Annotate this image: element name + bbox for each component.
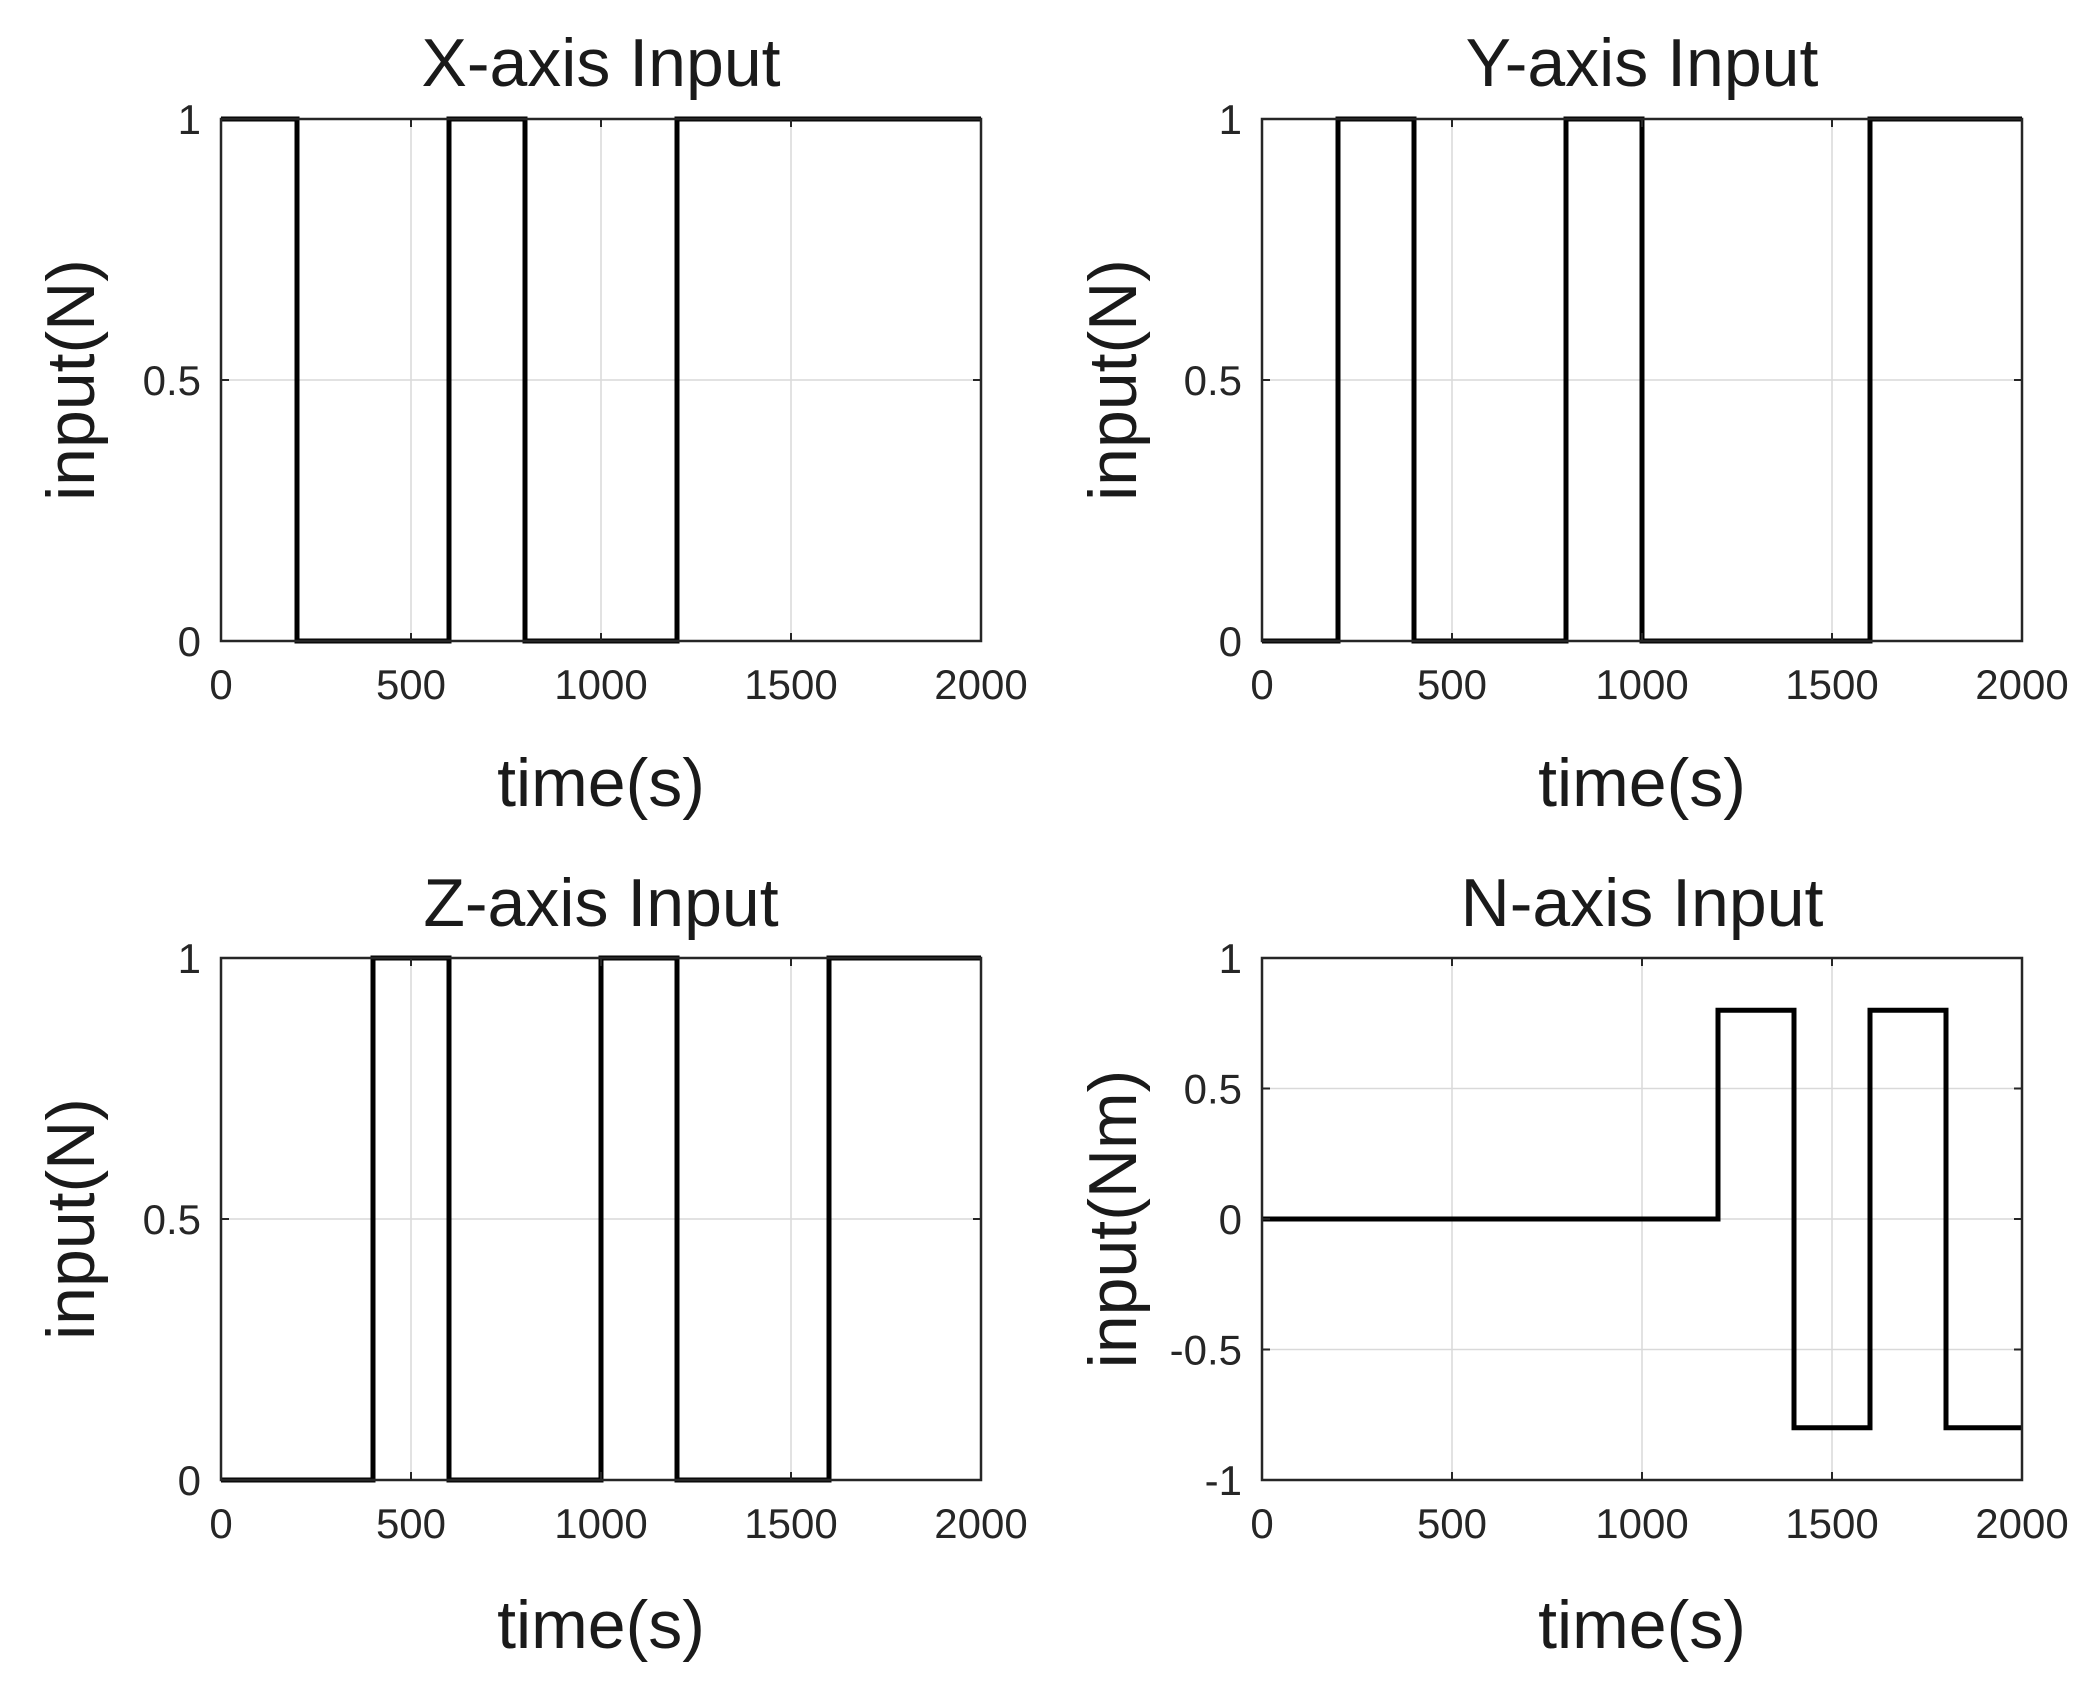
x-tick-label: 500 bbox=[376, 661, 446, 708]
x-axis-label: time(s) bbox=[1538, 745, 1746, 821]
y-tick-label: 1 bbox=[1219, 935, 1242, 982]
plot-area: 0 500 1000 1500 2000 0 0.5 1 bbox=[1184, 96, 2069, 708]
subplot-x-axis: X-axis Input input(N) time(s) 0 500 1000 15… bbox=[33, 25, 1028, 821]
series-line bbox=[1262, 116, 2022, 644]
series-line bbox=[1262, 1007, 2022, 1431]
y-tick-label: 1 bbox=[178, 96, 201, 143]
x-tick-label: 1500 bbox=[1785, 1500, 1878, 1547]
y-tick-label: 0 bbox=[1219, 1196, 1242, 1243]
y-axis-label: input(N) bbox=[33, 259, 109, 501]
x-tick-label: 1000 bbox=[554, 661, 647, 708]
subplot-title: N-axis Input bbox=[1461, 865, 1824, 941]
y-tick-label: 0 bbox=[1219, 618, 1242, 665]
x-axis-label: time(s) bbox=[497, 1587, 705, 1663]
y-tick-label: 1 bbox=[178, 935, 201, 982]
plot-area: 0 500 1000 1500 2000 0 0.5 1 bbox=[143, 96, 1028, 708]
x-tick-label: 2000 bbox=[934, 1500, 1027, 1547]
plot-area: 0 500 1000 1500 2000 -1 -0.5 0 0.5 1 bbox=[1170, 935, 2069, 1547]
subplot-n-axis: N-axis Input input(Nm) time(s) 0 500 1000 1… bbox=[1075, 865, 2069, 1663]
x-tick-label: 500 bbox=[1417, 1500, 1487, 1547]
x-tick-label: 500 bbox=[376, 1500, 446, 1547]
y-tick-label: 0 bbox=[178, 618, 201, 665]
y-axis-label: input(Nm) bbox=[1075, 1070, 1151, 1369]
y-tick-label: 0.5 bbox=[1184, 1066, 1242, 1113]
x-tick-label: 1500 bbox=[744, 661, 837, 708]
plot-area: 0 500 1000 1500 2000 0 0.5 1 bbox=[143, 935, 1028, 1547]
x-tick-label: 0 bbox=[209, 661, 232, 708]
y-tick-label: 0.5 bbox=[143, 1196, 201, 1243]
subplot-title: X-axis Input bbox=[421, 25, 780, 101]
x-tick-label: 1500 bbox=[744, 1500, 837, 1547]
series-line bbox=[221, 955, 981, 1483]
y-tick-label: -0.5 bbox=[1170, 1327, 1242, 1374]
y-axis-label: input(N) bbox=[1075, 259, 1151, 501]
x-tick-label: 1000 bbox=[554, 1500, 647, 1547]
x-axis-label: time(s) bbox=[1538, 1587, 1746, 1663]
x-tick-label: 0 bbox=[1250, 661, 1273, 708]
x-tick-label: 0 bbox=[1250, 1500, 1273, 1547]
x-tick-label: 2000 bbox=[1975, 1500, 2068, 1547]
x-tick-label: 500 bbox=[1417, 661, 1487, 708]
y-tick-label: 1 bbox=[1219, 96, 1242, 143]
x-tick-label: 1000 bbox=[1595, 661, 1688, 708]
y-tick-label: -1 bbox=[1205, 1457, 1242, 1504]
x-tick-label: 0 bbox=[209, 1500, 232, 1547]
x-tick-label: 2000 bbox=[934, 661, 1027, 708]
subplot-y-axis: Y-axis Input input(N) time(s) 0 500 1000 15… bbox=[1075, 25, 2069, 821]
x-tick-label: 2000 bbox=[1975, 661, 2068, 708]
subplot-z-axis: Z-axis Input input(N) time(s) 0 500 1000 15… bbox=[33, 865, 1028, 1663]
x-tick-label: 1500 bbox=[1785, 661, 1878, 708]
y-tick-label: 0 bbox=[178, 1457, 201, 1504]
subplot-title: Z-axis Input bbox=[423, 865, 778, 941]
subplot-title: Y-axis Input bbox=[1466, 25, 1819, 101]
x-axis-label: time(s) bbox=[497, 745, 705, 821]
y-tick-label: 0.5 bbox=[143, 357, 201, 404]
y-tick-label: 0.5 bbox=[1184, 357, 1242, 404]
x-tick-label: 1000 bbox=[1595, 1500, 1688, 1547]
y-axis-label: input(N) bbox=[33, 1098, 109, 1340]
